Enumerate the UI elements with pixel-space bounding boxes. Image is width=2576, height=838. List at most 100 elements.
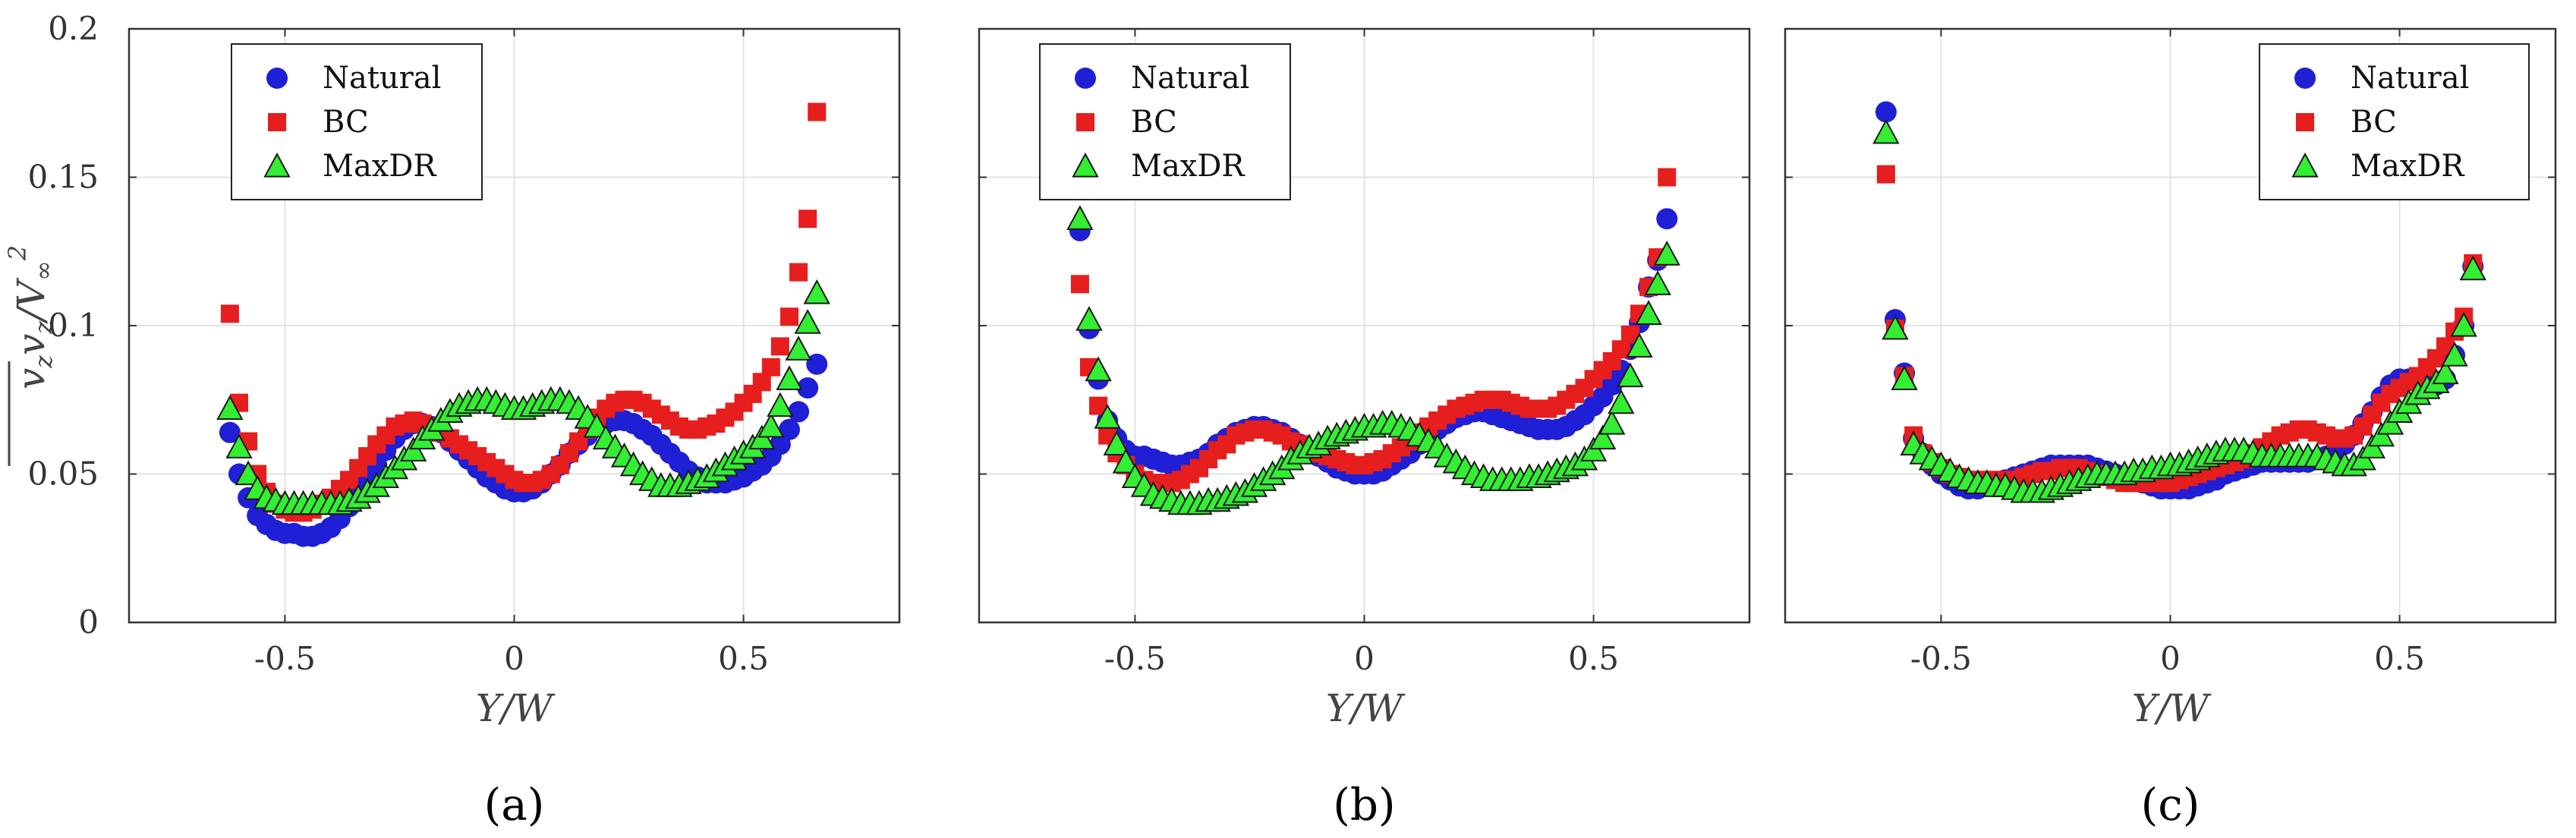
legend-label-bc: BC (2351, 105, 2397, 140)
data-point (1070, 275, 1089, 294)
x-tick-label: 0 (504, 640, 524, 677)
data-point (1882, 314, 1909, 340)
x-tick-label: 0 (1354, 640, 1375, 677)
data-point (770, 337, 789, 356)
data-point (1094, 404, 1121, 429)
legend-marker-maxdr (1072, 152, 1099, 178)
legend: Natural BC MaxDR (1039, 43, 1291, 200)
data-point (1635, 300, 1662, 325)
chart-panel-3: -0.5 0 0.5 Y/W (c) Natural BC MaxDR (1784, 27, 2557, 830)
data-point (785, 336, 812, 361)
legend-label-maxdr: MaxDR (2351, 149, 2465, 184)
data-point (2432, 359, 2459, 385)
data-point (1891, 365, 1918, 390)
data-point (797, 377, 819, 399)
data-point (1644, 270, 1671, 295)
legend-marker-maxdr (263, 152, 291, 178)
legend-marker-bc (268, 113, 286, 131)
data-point (761, 358, 780, 376)
chart-panel-2: -0.5 0 0.5 Y/W (b) Natural BC MaxDR (978, 27, 1751, 830)
data-point (776, 365, 803, 390)
data-point (220, 304, 239, 323)
x-tick-label: 0.5 (718, 640, 769, 677)
data-point (1617, 362, 1644, 388)
data-point (1656, 208, 1678, 230)
x-tick-label: -0.5 (1910, 640, 1972, 677)
data-point (757, 412, 785, 438)
x-tick-label: 0.5 (2374, 640, 2425, 677)
data-point (219, 421, 241, 443)
ylabel-sub1: z (29, 354, 58, 369)
y-tick-label: 0.05 (27, 455, 99, 493)
data-point (1876, 165, 1895, 184)
legend-label-maxdr: MaxDR (1131, 149, 1245, 184)
data-point (1085, 356, 1112, 382)
data-point (1598, 409, 1626, 435)
data-point (1589, 424, 1617, 450)
data-point (2459, 255, 2486, 281)
legend-marker-natural (1075, 68, 1096, 89)
legend-label-natural: Natural (2351, 61, 2469, 96)
data-point (808, 102, 827, 121)
x-tick-label: -0.5 (1104, 640, 1166, 677)
legend: Natural BC MaxDR (231, 43, 483, 200)
ylabel-slash: /V (9, 277, 53, 324)
data-point (225, 433, 253, 458)
ylabel-sub2: z (29, 320, 58, 335)
legend-label-natural: Natural (323, 61, 441, 96)
data-point (216, 395, 244, 421)
data-point (2450, 311, 2477, 337)
series-maxdr (1872, 118, 2486, 503)
y-tick-label: 0.1 (48, 307, 99, 344)
x-axis-label: Y/W (1326, 686, 1406, 730)
data-point (1075, 306, 1103, 331)
legend-label-maxdr: MaxDR (323, 149, 437, 184)
data-point (1658, 168, 1677, 187)
legend-marker-natural (266, 68, 288, 89)
legend-label-bc: BC (1131, 105, 1177, 140)
data-point (780, 307, 798, 326)
data-point (235, 460, 262, 486)
data-point (798, 210, 817, 228)
legend-label-bc: BC (323, 105, 369, 140)
y-axis-label: vzvz/V∞2 (3, 245, 58, 466)
series-maxdr (216, 279, 830, 515)
legend: Natural BC MaxDR (2259, 43, 2530, 200)
svg-text:vzvz/V∞2: vzvz/V∞2 (3, 245, 58, 389)
data-point (794, 308, 821, 334)
data-point (767, 392, 794, 417)
series-bc (1070, 168, 1677, 493)
x-tick-label: 0 (2160, 640, 2181, 677)
data-point (806, 353, 828, 375)
data-point (1112, 448, 1140, 474)
data-point (1872, 118, 1900, 144)
ylabel-vz1: v (9, 368, 53, 389)
data-point (1608, 389, 1635, 414)
y-tick-label: 0 (78, 603, 99, 641)
chart-panel-1: -0.5 0 0.5 0 0.05 0.1 0.15 0.2 Y/W (a) Natural BC Ma… (27, 10, 901, 830)
data-point (1626, 332, 1653, 358)
panel-caption: (b) (1333, 779, 1395, 830)
legend-marker-maxdr (2291, 152, 2319, 178)
data-point (779, 418, 800, 440)
legend-marker-bc (2296, 113, 2314, 131)
y-tick-label: 0.15 (27, 159, 99, 196)
ylabel-inf: ∞ (29, 260, 58, 281)
x-axis-label: Y/W (476, 686, 556, 730)
x-tick-label: -0.5 (254, 640, 316, 677)
data-point (803, 279, 830, 304)
panel-caption: (c) (2141, 779, 2200, 830)
data-point (2441, 341, 2468, 367)
legend-marker-natural (2294, 68, 2316, 89)
data-point (1066, 205, 1094, 230)
legend-label-natural: Natural (1131, 61, 1249, 96)
data-point (1653, 241, 1680, 266)
data-point (788, 401, 810, 423)
data-point (1103, 430, 1130, 455)
x-tick-label: 0.5 (1568, 640, 1619, 677)
x-axis-label: Y/W (2132, 686, 2212, 730)
panel-caption: (a) (484, 779, 545, 830)
data-point (1875, 101, 1897, 123)
y-tick-label: 0.2 (48, 10, 99, 47)
